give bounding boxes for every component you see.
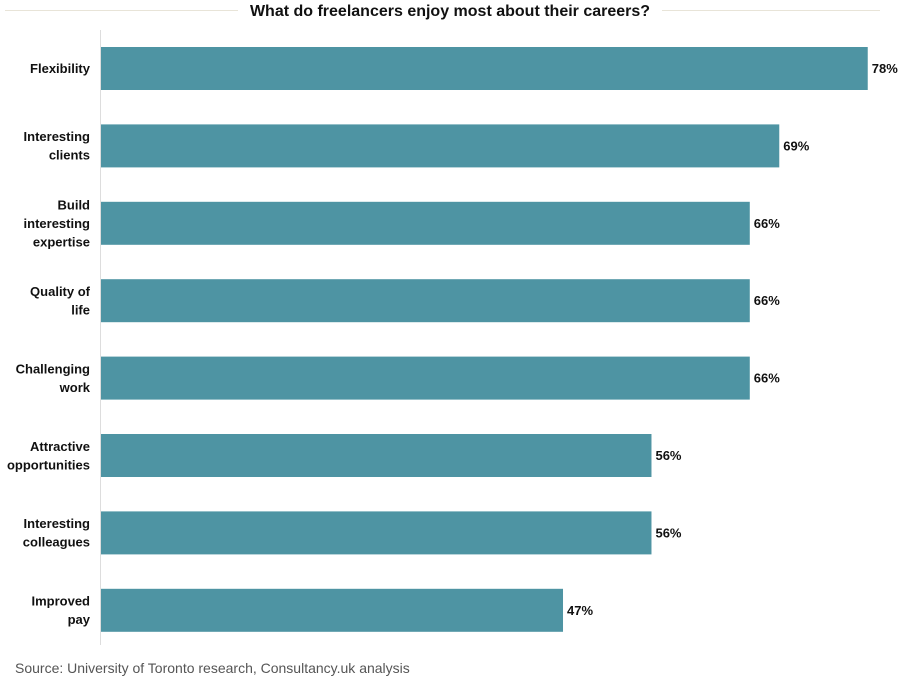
bar xyxy=(101,511,652,555)
category-label: Improved xyxy=(31,594,90,609)
category-label: Build xyxy=(58,197,91,212)
bar xyxy=(101,356,750,400)
bar xyxy=(101,201,750,245)
bar xyxy=(101,124,780,168)
category-label: Attractive xyxy=(30,439,90,454)
category-label: Challenging xyxy=(16,361,90,376)
bar-value-label: 56% xyxy=(655,448,681,463)
category-label: Flexibility xyxy=(30,61,91,76)
bar xyxy=(101,588,564,632)
category-label: clients xyxy=(49,148,90,163)
bar-chart: What do freelancers enjoy most about the… xyxy=(5,3,898,645)
category-label: work xyxy=(59,380,91,395)
category-label: interesting xyxy=(24,216,91,231)
category-label: Interesting xyxy=(24,516,91,531)
bar-value-label: 78% xyxy=(872,61,898,76)
category-label: colleagues xyxy=(23,535,90,550)
category-label: Interesting xyxy=(24,129,91,144)
source-note: Source: University of Toronto research, … xyxy=(15,660,410,676)
category-label: Quality of xyxy=(30,284,91,299)
chart-title: What do freelancers enjoy most about the… xyxy=(250,3,650,20)
category-label: life xyxy=(71,302,90,317)
category-label: pay xyxy=(68,612,91,627)
bar-value-label: 66% xyxy=(754,216,780,231)
category-label: expertise xyxy=(33,234,90,249)
bar-value-label: 66% xyxy=(754,371,780,386)
bar-value-label: 56% xyxy=(655,525,681,540)
bar xyxy=(101,434,652,477)
bar xyxy=(101,279,750,323)
bar-value-label: 47% xyxy=(567,603,593,618)
bars-group: 78% Flexibility 69% Interesting clients 66% Bu… xyxy=(7,47,898,632)
bar-value-label: 69% xyxy=(783,138,809,153)
category-label: opportunities xyxy=(7,457,90,472)
bar-value-label: 66% xyxy=(754,293,780,308)
bar xyxy=(101,47,868,90)
